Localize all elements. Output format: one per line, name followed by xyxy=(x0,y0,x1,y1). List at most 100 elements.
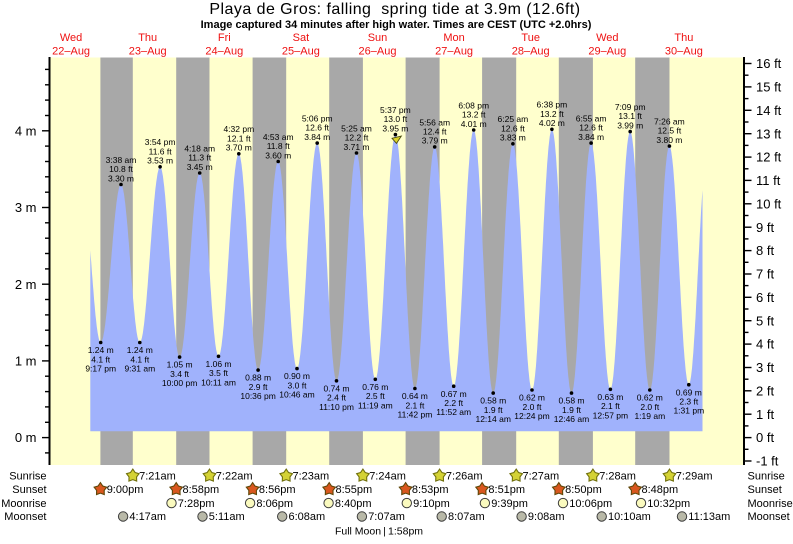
svg-text:0 m: 0 m xyxy=(15,430,37,445)
svg-text:7:22am: 7:22am xyxy=(216,470,253,482)
svg-text:5:37 pm: 5:37 pm xyxy=(380,105,411,115)
svg-text:29–Aug: 29–Aug xyxy=(588,45,626,57)
svg-text:3.45 m: 3.45 m xyxy=(187,162,213,172)
svg-text:12.5 ft: 12.5 ft xyxy=(658,126,682,136)
svg-text:3.71 m: 3.71 m xyxy=(344,142,370,152)
svg-text:3:54 pm: 3:54 pm xyxy=(145,137,176,147)
svg-text:9:39pm: 9:39pm xyxy=(491,498,528,510)
svg-text:Wed: Wed xyxy=(596,32,618,44)
svg-text:3.84 m: 3.84 m xyxy=(304,132,330,142)
svg-text:30–Aug: 30–Aug xyxy=(665,45,703,57)
svg-text:12:14 am: 12:14 am xyxy=(475,414,510,424)
svg-text:2 ft: 2 ft xyxy=(756,383,774,398)
svg-text:4:17am: 4:17am xyxy=(129,511,166,523)
svg-text:12.2 ft: 12.2 ft xyxy=(345,133,369,143)
svg-text:1.24 m: 1.24 m xyxy=(88,345,114,355)
svg-text:13.2 ft: 13.2 ft xyxy=(462,110,486,120)
svg-text:6:38 pm: 6:38 pm xyxy=(537,100,568,110)
svg-text:Fri: Fri xyxy=(218,32,231,44)
svg-text:8:51pm: 8:51pm xyxy=(488,484,525,496)
svg-text:4.1 ft: 4.1 ft xyxy=(91,354,111,364)
svg-text:11.6 ft: 11.6 ft xyxy=(149,146,173,156)
svg-text:12 ft: 12 ft xyxy=(756,150,782,165)
svg-text:8:55pm: 8:55pm xyxy=(336,484,373,496)
svg-text:3.83 m: 3.83 m xyxy=(500,133,526,143)
svg-text:13.1 ft: 13.1 ft xyxy=(618,111,642,121)
svg-text:4:18 am: 4:18 am xyxy=(184,143,215,153)
svg-text:8 ft: 8 ft xyxy=(756,243,774,258)
svg-text:8:53pm: 8:53pm xyxy=(412,484,449,496)
svg-text:1.06 m: 1.06 m xyxy=(206,359,232,369)
svg-text:3.70 m: 3.70 m xyxy=(226,143,252,153)
svg-text:1 m: 1 m xyxy=(15,354,37,369)
svg-text:8:58pm: 8:58pm xyxy=(183,484,220,496)
svg-text:0.88 m: 0.88 m xyxy=(245,373,271,383)
svg-text:16 ft: 16 ft xyxy=(756,56,782,71)
svg-text:12:46 am: 12:46 am xyxy=(554,414,589,424)
svg-text:10:32pm: 10:32pm xyxy=(647,498,690,510)
svg-text:7:07am: 7:07am xyxy=(368,511,405,523)
svg-text:12:24 pm: 12:24 pm xyxy=(514,411,549,421)
svg-text:0.58 m: 0.58 m xyxy=(480,396,506,406)
svg-text:Sunset: Sunset xyxy=(748,484,782,496)
svg-text:1.24 m: 1.24 m xyxy=(127,345,153,355)
svg-text:Moonset: Moonset xyxy=(4,511,46,523)
svg-text:4 ft: 4 ft xyxy=(756,337,774,352)
svg-text:27–Aug: 27–Aug xyxy=(435,45,473,57)
svg-text:11:52 am: 11:52 am xyxy=(436,407,471,417)
svg-text:0.67 m: 0.67 m xyxy=(441,389,467,399)
svg-text:9:17 pm: 9:17 pm xyxy=(85,364,116,374)
svg-text:13.2 ft: 13.2 ft xyxy=(540,109,564,119)
svg-text:Sun: Sun xyxy=(368,32,388,44)
svg-text:10 ft: 10 ft xyxy=(756,196,782,211)
svg-text:7:29am: 7:29am xyxy=(676,470,713,482)
svg-text:8:48pm: 8:48pm xyxy=(642,484,679,496)
svg-text:3.5 ft: 3.5 ft xyxy=(209,368,229,378)
svg-text:2.0 ft: 2.0 ft xyxy=(640,402,660,412)
svg-text:12.4 ft: 12.4 ft xyxy=(423,127,447,137)
svg-text:8:07am: 8:07am xyxy=(448,511,485,523)
svg-text:9:08am: 9:08am xyxy=(528,511,565,523)
svg-text:9:10pm: 9:10pm xyxy=(413,498,450,510)
svg-text:13.0 ft: 13.0 ft xyxy=(384,114,408,124)
svg-text:8:40pm: 8:40pm xyxy=(335,498,372,510)
svg-text:3 ft: 3 ft xyxy=(756,360,774,375)
svg-text:26–Aug: 26–Aug xyxy=(359,45,397,57)
svg-text:9 ft: 9 ft xyxy=(756,220,774,235)
svg-text:12.6 ft: 12.6 ft xyxy=(305,123,329,133)
svg-text:0.58 m: 0.58 m xyxy=(559,396,585,406)
svg-text:4 m: 4 m xyxy=(15,123,37,138)
svg-text:6:08am: 6:08am xyxy=(289,511,326,523)
svg-text:Thu: Thu xyxy=(674,32,693,44)
svg-text:1:19 am: 1:19 am xyxy=(634,411,665,421)
svg-text:2.9 ft: 2.9 ft xyxy=(249,382,269,392)
svg-text:10:46 am: 10:46 am xyxy=(279,390,314,400)
svg-text:23–Aug: 23–Aug xyxy=(129,45,167,57)
svg-text:2.1 ft: 2.1 ft xyxy=(601,401,621,411)
svg-text:Playa de Gros: falling spring: Playa de Gros: falling spring tide at 3.… xyxy=(209,1,580,18)
svg-text:3.80 m: 3.80 m xyxy=(656,135,682,145)
svg-text:-1 ft: -1 ft xyxy=(756,454,779,469)
svg-text:0.90 m: 0.90 m xyxy=(284,371,310,381)
svg-text:5:06 pm: 5:06 pm xyxy=(302,114,333,124)
svg-text:Full Moon | 1:58pm: Full Moon | 1:58pm xyxy=(335,526,423,538)
svg-text:3.60 m: 3.60 m xyxy=(265,150,291,160)
svg-text:Wed: Wed xyxy=(60,32,82,44)
svg-text:2.2 ft: 2.2 ft xyxy=(444,398,464,408)
svg-text:3.95 m: 3.95 m xyxy=(382,123,408,133)
svg-text:Mon: Mon xyxy=(443,32,464,44)
svg-text:3.53 m: 3.53 m xyxy=(147,156,173,166)
svg-text:7:21am: 7:21am xyxy=(139,470,176,482)
svg-text:7:27am: 7:27am xyxy=(523,470,560,482)
svg-text:11.8 ft: 11.8 ft xyxy=(267,141,291,151)
svg-text:1:31 pm: 1:31 pm xyxy=(673,406,704,416)
svg-text:12.6 ft: 12.6 ft xyxy=(579,123,603,133)
svg-text:24–Aug: 24–Aug xyxy=(205,45,243,57)
svg-text:9:00pm: 9:00pm xyxy=(107,484,144,496)
svg-text:8:56pm: 8:56pm xyxy=(259,484,296,496)
svg-text:4:32 pm: 4:32 pm xyxy=(223,124,254,134)
svg-text:7:26 am: 7:26 am xyxy=(654,117,685,127)
svg-text:22–Aug: 22–Aug xyxy=(52,45,90,57)
svg-text:7:24am: 7:24am xyxy=(369,470,406,482)
svg-text:11 ft: 11 ft xyxy=(756,173,781,188)
